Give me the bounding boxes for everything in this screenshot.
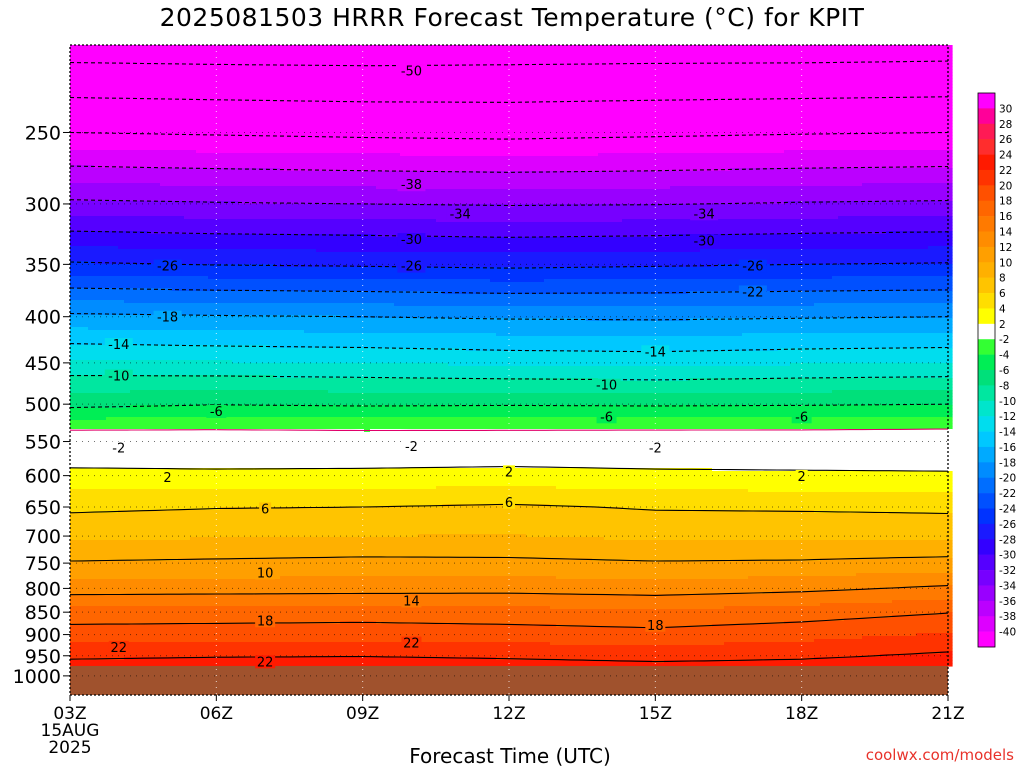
temperature-fill-layer — [70, 45, 953, 695]
